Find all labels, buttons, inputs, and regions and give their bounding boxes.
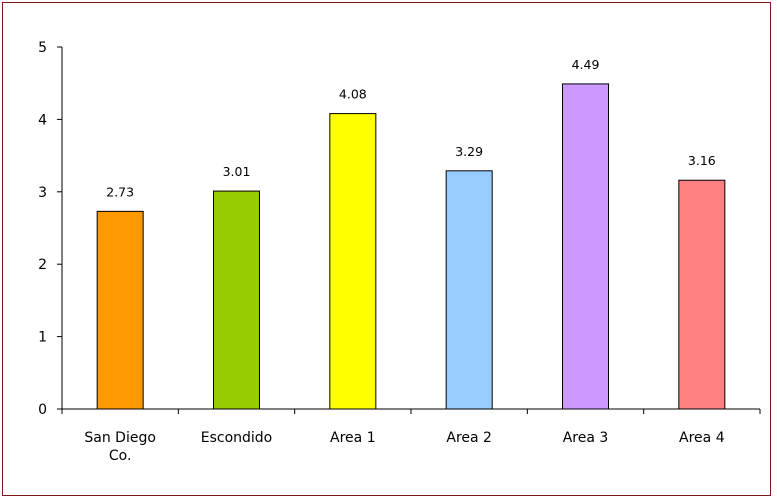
bar bbox=[213, 190, 260, 410]
x-tick-label: Area 2 bbox=[446, 430, 492, 446]
chart-frame: 0 1 2 3 4 5 2.73 San Diego Co. 3.01 Escondido 4.08 A… bbox=[2, 2, 771, 496]
x-tick-label: Area 3 bbox=[563, 430, 609, 446]
bar bbox=[96, 210, 144, 410]
bars bbox=[96, 83, 726, 410]
x-tick-label: Area 4 bbox=[679, 430, 725, 446]
bar-chart: 0 1 2 3 4 5 2.73 San Diego Co. 3.01 Escondido 4.08 A… bbox=[38, 40, 761, 464]
bar bbox=[562, 83, 609, 410]
y-tick-label: 3 bbox=[38, 185, 47, 201]
x-tick-label: Co. bbox=[109, 448, 132, 464]
x-tick-label: Escondido bbox=[201, 430, 273, 446]
bar bbox=[678, 179, 726, 410]
data-label: 4.49 bbox=[572, 57, 600, 72]
x-tick-label: San Diego bbox=[84, 430, 156, 446]
data-label: 3.16 bbox=[688, 153, 716, 168]
y-tick-label: 0 bbox=[38, 402, 47, 418]
y-tick-label: 5 bbox=[38, 40, 47, 56]
data-label: 3.29 bbox=[455, 144, 483, 159]
y-tick-label: 1 bbox=[38, 330, 47, 346]
x-tick-label: Area 1 bbox=[330, 430, 376, 446]
labels: 0 1 2 3 4 5 2.73 San Diego Co. 3.01 Escondido 4.08 A… bbox=[38, 40, 725, 464]
y-tick-label: 4 bbox=[38, 112, 47, 128]
bar bbox=[329, 113, 377, 410]
data-label: 3.01 bbox=[223, 164, 251, 179]
data-label: 4.08 bbox=[339, 87, 367, 102]
bar bbox=[445, 170, 493, 410]
data-label: 2.73 bbox=[106, 184, 134, 199]
axes bbox=[57, 46, 761, 414]
y-tick-label: 2 bbox=[38, 257, 47, 273]
